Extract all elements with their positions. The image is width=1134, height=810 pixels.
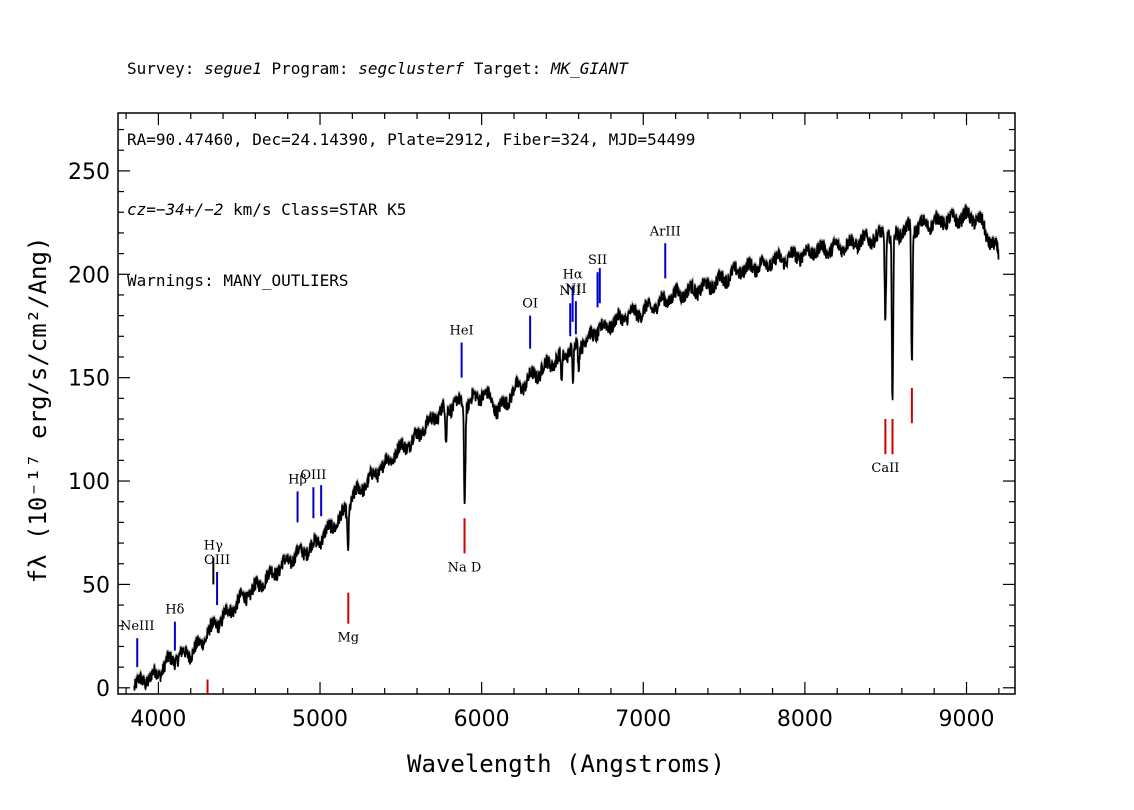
line-marker-label: Na D: [448, 560, 482, 575]
spectrum-line: [133, 204, 1000, 691]
cz-label: cz: [127, 200, 147, 219]
y-tick-label: 200: [68, 263, 110, 288]
y-tick-label: 250: [68, 160, 110, 185]
survey-label: Survey:: [127, 59, 205, 78]
y-tick-label: 50: [82, 573, 110, 598]
y-tick-label: 150: [68, 367, 110, 392]
line-marker-label: NII: [565, 282, 587, 297]
header-line-coords: RA=90.47460, Dec=24.14390, Plate=2912, F…: [127, 129, 696, 149]
line-marker-label: NII: [559, 284, 581, 299]
line-marker-label: HeI: [450, 324, 474, 339]
x-tick-label: 5000: [292, 707, 348, 732]
line-marker-label: CaII: [871, 461, 899, 476]
plot-border: [117, 112, 1016, 695]
y-tick-label: 0: [96, 677, 110, 702]
spectrum-series: [133, 203, 1000, 691]
x-tick-label: 8000: [777, 707, 833, 732]
x-tick-label: 4000: [130, 707, 186, 732]
y-axis-title: fλ (10⁻¹⁷ erg/s/cm²/Ang): [24, 237, 52, 584]
axis-ticks: [118, 113, 1015, 694]
x-tick-label: 7000: [615, 707, 671, 732]
line-marker-label: Mg: [337, 631, 359, 646]
x-tick-label: 6000: [454, 707, 510, 732]
line-marker-label: Hγ: [204, 539, 223, 554]
y-tick-label: 100: [68, 470, 110, 495]
header-line-redshift: cz=−34+/−2 km/s Class=STAR K5: [127, 198, 695, 222]
y-axis-title-group: fλ (10⁻¹⁷ erg/s/cm²/Ang): [24, 237, 52, 584]
target-value: MK_GIANT: [550, 59, 628, 78]
program-label: Program:: [261, 59, 359, 78]
cz-eq: =: [146, 200, 156, 219]
line-marker-label: SII: [588, 253, 607, 268]
x-tick-label: 9000: [939, 707, 995, 732]
line-marker-label: OI: [522, 297, 538, 312]
header-line-warnings: Warnings: MANY_OUTLIERS: [127, 270, 349, 290]
header-line-survey: Survey: segue1 Program: segclusterf Targ…: [127, 57, 695, 81]
line-markers: NeIIIHδHγOIIIHβOIIIHeIOINIIHαNIISIIArIII…: [120, 224, 913, 694]
line-marker-label: OIII: [204, 553, 230, 568]
line-marker-label: Hβ: [288, 472, 307, 487]
target-label: Target:: [464, 59, 551, 78]
program-value: segclusterf: [358, 59, 465, 78]
plot-header: Survey: segue1 Program: segclusterf Targ…: [127, 10, 695, 316]
line-marker-label: Hα: [563, 268, 583, 283]
cz-value: −34+/−2: [155, 200, 224, 219]
line-marker-label: ArIII: [649, 224, 681, 239]
line-marker-label: OIII: [300, 468, 326, 483]
line-marker-label: NeIII: [120, 619, 154, 634]
axis-tick-labels: 4000 5000 6000 7000 8000 9000 0 50 100 150 200 250: [68, 160, 995, 732]
x-axis-title: Wavelength (Angstroms): [407, 750, 725, 778]
class-text: km/s Class=STAR K5: [223, 200, 407, 219]
survey-value: segue1: [204, 59, 262, 78]
line-marker-label: Hδ: [165, 603, 184, 618]
plot-frame: [117, 112, 1016, 695]
